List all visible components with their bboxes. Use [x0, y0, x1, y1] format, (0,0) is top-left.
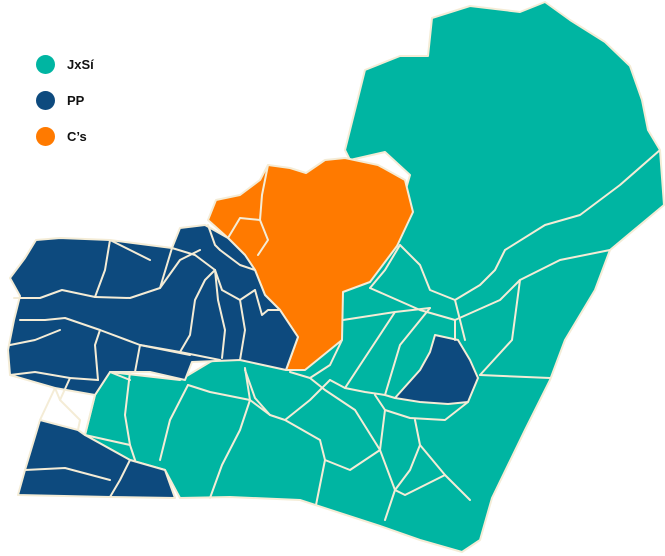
legend-item-pp: PP: [36, 82, 94, 118]
legend-swatch-pp: [36, 90, 55, 110]
legend: JxSí PP C’s: [36, 46, 94, 154]
legend-item-cs: C’s: [36, 118, 94, 154]
region-pp-enclave[interactable]: [394, 334, 479, 405]
municipal-borders-cs: [227, 164, 269, 256]
municipal-borders-pp: [9, 224, 281, 498]
legend-label-jxsi: JxSí: [67, 56, 94, 72]
legend-item-jxsi: JxSí: [36, 46, 94, 82]
legend-swatch-jxsi: [36, 54, 55, 74]
region-cs[interactable]: [207, 157, 414, 371]
legend-label-cs: C’s: [67, 128, 87, 144]
municipal-borders-jxsi: [84, 149, 661, 521]
legend-label-pp: PP: [67, 92, 85, 108]
legend-swatch-cs: [36, 126, 55, 146]
